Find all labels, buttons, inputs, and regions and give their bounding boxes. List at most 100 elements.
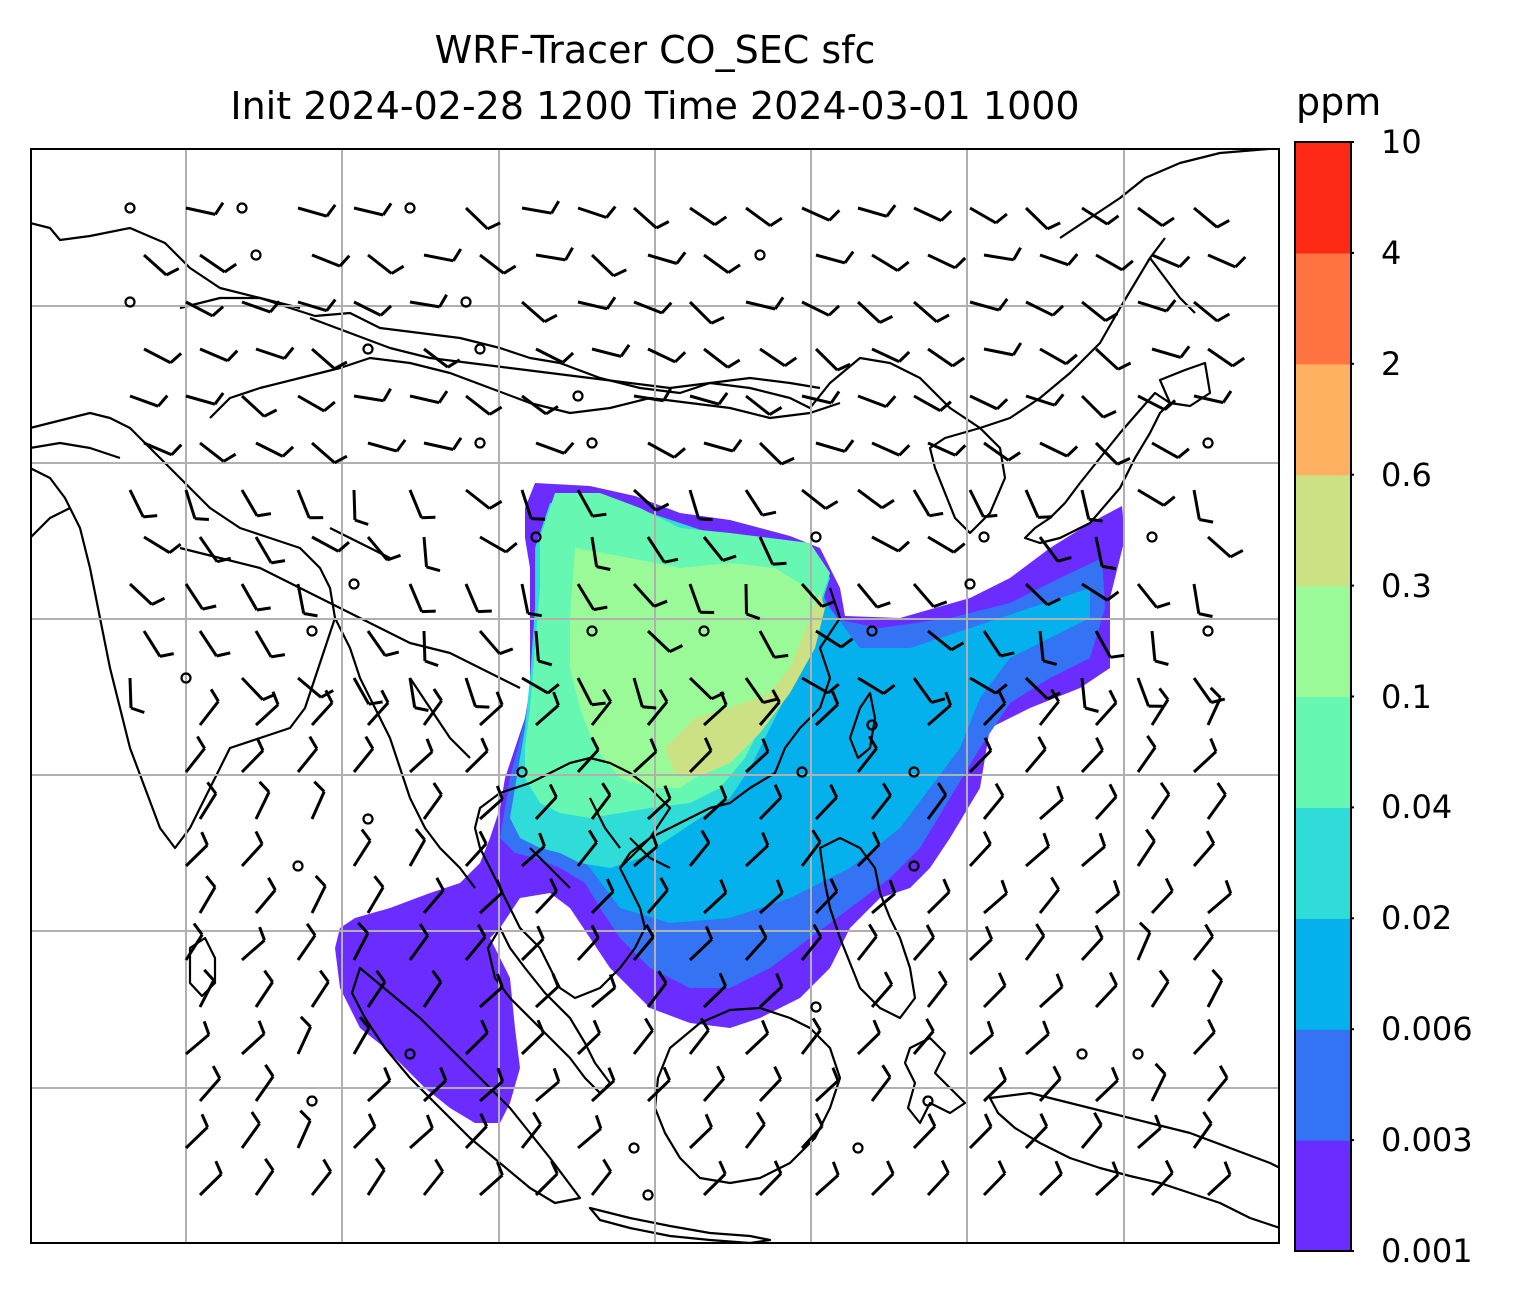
new-guinea — [988, 1091, 1280, 1230]
wind-barb-feather — [619, 344, 631, 358]
wind-barb — [800, 1124, 824, 1150]
wind-barb-feather — [538, 832, 546, 847]
sumatra — [350, 966, 582, 1205]
wind-barb — [254, 536, 273, 564]
wind-barb-feather — [674, 351, 687, 363]
wind-barb — [688, 676, 713, 700]
wind-barb — [969, 300, 1000, 312]
wind-barb-feather — [170, 443, 183, 456]
wind-barb — [1192, 1122, 1213, 1149]
wind-barb — [1025, 1032, 1050, 1056]
wind-barb-feather — [354, 518, 369, 526]
wind-barb — [198, 536, 219, 563]
wind-barb — [647, 347, 676, 364]
wind-barb — [758, 796, 783, 821]
wind-barb-feather — [1165, 299, 1177, 313]
wind-barb — [801, 300, 830, 317]
wind-barb-feather — [704, 1113, 713, 1128]
wind-barb-feather — [1158, 969, 1170, 983]
wind-barb — [857, 488, 883, 510]
wind-barb-feather — [769, 216, 783, 227]
wind-barb — [969, 1033, 994, 1056]
colorbar-tick-label: 0.001 — [1381, 1232, 1473, 1270]
wind-barb-feather — [269, 300, 281, 313]
wind-barb-feather — [381, 202, 393, 216]
wind-barb-feather — [434, 1158, 444, 1173]
wind-barb — [632, 750, 658, 774]
wind-barb — [241, 300, 271, 314]
wind-barb-feather — [313, 780, 326, 793]
wind-barb-feather — [536, 1019, 545, 1034]
wind-barb — [352, 1027, 371, 1055]
wind-barb — [422, 981, 443, 1008]
wind-barb-feather — [1053, 393, 1065, 407]
wind-barb-feather — [203, 968, 215, 982]
wind-barb-feather — [475, 705, 490, 709]
wind-barb — [702, 1077, 726, 1102]
map-panel[interactable] — [30, 148, 1280, 1244]
wind-barb-feather — [761, 510, 777, 517]
wind-barb — [422, 1079, 447, 1103]
wind-barb-feather — [1108, 783, 1118, 798]
wind-barb — [1095, 892, 1120, 915]
wind-barb-feather — [386, 553, 402, 562]
wind-barb — [311, 535, 340, 553]
wind-barb — [577, 206, 607, 219]
wind-barb-feather — [432, 782, 443, 796]
wind-barb-feather — [719, 785, 728, 800]
wind-barb-feather — [432, 688, 443, 702]
wind-barb — [1039, 347, 1067, 366]
wind-barb-feather — [1046, 221, 1061, 231]
wind-barb — [969, 206, 997, 225]
wind-barb — [422, 630, 427, 662]
wind-barb-feather — [1046, 597, 1061, 607]
wind-barb-feather — [532, 1111, 542, 1126]
wind-barb-feather — [896, 260, 910, 272]
wind-barb — [577, 300, 608, 311]
colorbar-band — [1295, 918, 1351, 1030]
wind-barb — [688, 300, 713, 325]
wind-barb — [1024, 489, 1040, 519]
wind-barb-feather — [1110, 1066, 1120, 1081]
wind-barb-feather — [840, 637, 854, 649]
wind-barb-feather — [1055, 973, 1064, 988]
wind-barb-feather — [564, 246, 574, 261]
wind-barb — [296, 489, 311, 519]
wind-barb — [744, 750, 770, 774]
wind-barb-feather — [698, 517, 713, 522]
wind-barb — [688, 583, 702, 613]
colorbar-band — [1295, 1029, 1351, 1141]
wind-barb-feather — [925, 1018, 935, 1032]
wind-barb-feather — [1198, 612, 1213, 618]
wind-barb — [1081, 300, 1107, 322]
wind-barb — [912, 677, 933, 704]
wind-barb — [646, 982, 668, 1008]
sri-lanka — [188, 936, 217, 998]
wind-barb — [590, 253, 615, 277]
wind-barb-feather — [645, 924, 655, 938]
wind-barb-feather — [1154, 659, 1169, 666]
wind-barb-feather — [700, 829, 711, 844]
wind-barb-feather — [216, 651, 231, 658]
wind-barb — [702, 536, 724, 562]
wind-barb-feather — [324, 689, 334, 704]
wind-barb-feather — [1110, 653, 1125, 659]
wind-barb-feather — [658, 688, 669, 703]
wind-barb — [1136, 583, 1158, 609]
wind-barb — [590, 1079, 616, 1103]
calm-wind-marker — [754, 249, 766, 261]
wind-barb-feather — [503, 264, 517, 275]
wind-barb-feather — [360, 828, 372, 842]
wind-barb — [1094, 984, 1118, 1009]
wind-barb-feather — [829, 878, 839, 893]
wind-barb-feather — [828, 209, 841, 222]
wind-barb — [1136, 840, 1156, 867]
calm-wind-marker — [1132, 1048, 1144, 1060]
wind-barb — [366, 630, 387, 657]
wind-barb-feather — [982, 830, 992, 845]
wind-barb-feather — [486, 221, 501, 231]
wind-barb — [632, 677, 644, 708]
wind-barb-feather — [703, 737, 713, 752]
wind-barb — [184, 843, 209, 868]
wind-barb — [240, 394, 266, 418]
